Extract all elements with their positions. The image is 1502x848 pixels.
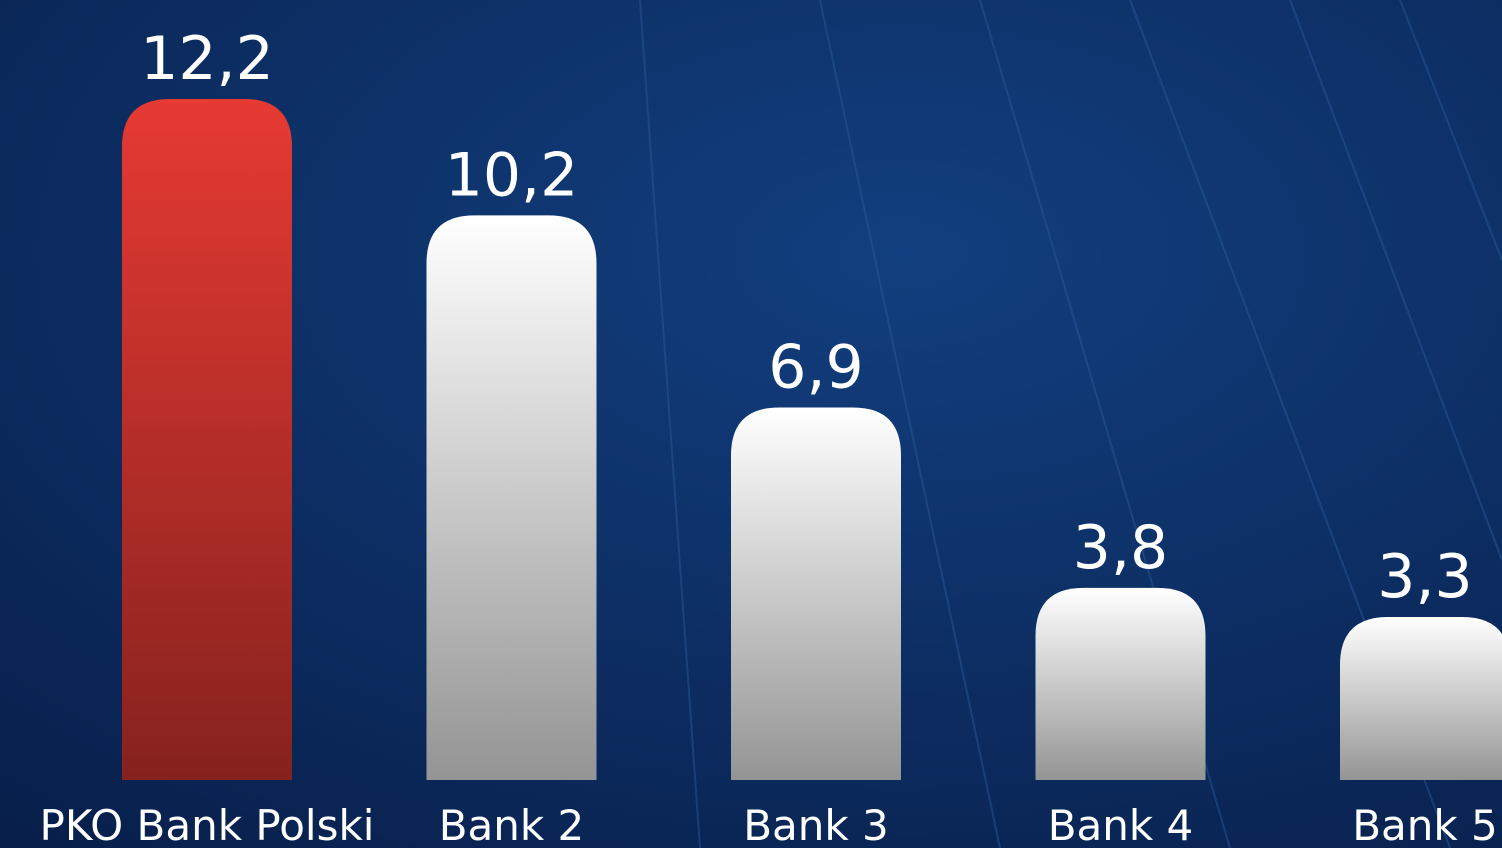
bar: [122, 98, 292, 781]
background-lines: [639, 0, 1502, 848]
bar: [731, 407, 901, 780]
value-label: 10,2: [445, 140, 579, 210]
value-label: 3,8: [1073, 513, 1168, 583]
value-label: 12,2: [140, 24, 274, 94]
category-label: Bank 4: [1048, 801, 1194, 848]
bar: [1035, 587, 1206, 780]
bar: [1340, 617, 1502, 780]
value-label: 3,3: [1377, 542, 1472, 612]
bar: [426, 215, 597, 780]
category-label: Bank 3: [743, 801, 889, 848]
value-label: 6,9: [768, 332, 863, 402]
category-label: Bank 5: [1352, 801, 1498, 848]
category-label: Bank 2: [439, 801, 585, 848]
category-label: PKO Bank Polski: [40, 801, 375, 848]
